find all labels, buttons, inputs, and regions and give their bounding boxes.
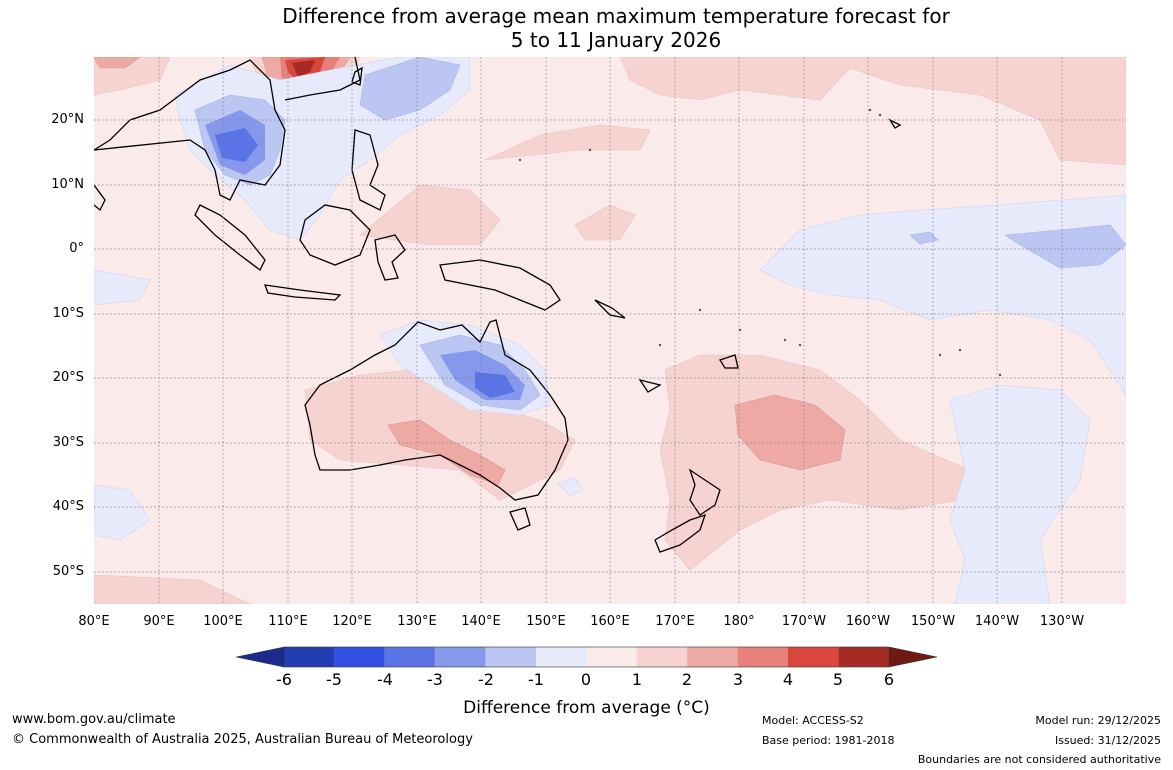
lon-label: 170°W — [781, 614, 827, 629]
colorbar-tick: 3 — [732, 670, 744, 689]
model-name: Model: ACCESS-S2 — [762, 714, 864, 727]
colorbar-arrow-low — [235, 646, 285, 668]
title-line-1: Difference from average mean maximum tem… — [282, 4, 950, 28]
colorbar-tick: 5 — [832, 670, 844, 689]
lon-label: 130°W — [1039, 614, 1085, 629]
colorbar-bin — [687, 647, 738, 667]
colorbar-bin — [536, 647, 587, 667]
colorbar-tick: -6 — [276, 670, 292, 689]
colorbar-bin — [838, 647, 889, 667]
colorbar-tick: -4 — [377, 670, 393, 689]
colorbar-bin — [636, 647, 688, 667]
colorbar-tick: 6 — [883, 670, 895, 689]
colorbar-bin — [485, 647, 536, 667]
lon-label: 180° — [723, 614, 755, 629]
colorbar-bin — [788, 647, 839, 667]
colorbar-bin — [435, 647, 486, 667]
lon-label: 150°W — [910, 614, 956, 629]
colorbar-tick: -2 — [478, 670, 494, 689]
lon-label: 170°E — [655, 614, 695, 629]
lon-label: 100°E — [203, 614, 243, 629]
lat-label: 0° — [69, 241, 84, 256]
lon-label: 90°E — [143, 614, 175, 629]
colorbar-bin — [737, 647, 788, 667]
copyright-notice: © Commonwealth of Australia 2025, Austra… — [12, 732, 473, 747]
lon-label: 160°E — [590, 614, 630, 629]
lon-label: 150°E — [526, 614, 566, 629]
lat-label: 50°S — [52, 564, 84, 579]
colorbar-tick: 0 — [580, 670, 592, 689]
colorbar-bin — [586, 647, 637, 667]
colorbar-title: Difference from average (°C) — [463, 698, 710, 718]
model-run-date: Model run: 29/12/2025 — [1035, 714, 1161, 727]
lon-label: 130°E — [397, 614, 437, 629]
colorbar-tick: 1 — [631, 670, 643, 689]
colorbar-bin — [284, 647, 335, 667]
lon-label: 120°E — [332, 614, 372, 629]
lat-label: 20°N — [51, 112, 84, 127]
colorbar-tick: -3 — [427, 670, 443, 689]
lat-label: 10°S — [52, 306, 84, 321]
title-line-2: 5 to 11 January 2026 — [510, 28, 722, 52]
website-link[interactable]: www.bom.gov.au/climate — [12, 712, 176, 727]
colorbar — [235, 646, 938, 668]
colorbar-bin — [334, 647, 385, 667]
anomaly-field — [94, 57, 1126, 604]
issued-date: Issued: 31/12/2025 — [1054, 734, 1161, 747]
base-period: Base period: 1981-2018 — [762, 734, 895, 747]
map-title: Difference from average mean maximum tem… — [0, 4, 1173, 52]
colorbar-tick: 4 — [782, 670, 794, 689]
lon-label: 140°E — [461, 614, 501, 629]
colorbar-tick: -1 — [528, 670, 544, 689]
island-dots — [518, 108, 1002, 377]
lon-label: 160°W — [845, 614, 891, 629]
lat-label: 30°S — [52, 435, 84, 450]
lat-label: 10°N — [51, 177, 84, 192]
lat-label: 20°S — [52, 370, 84, 385]
colorbar-tick: -5 — [326, 670, 342, 689]
colorbar-arrow-high — [888, 646, 938, 668]
lon-label: 140°W — [974, 614, 1020, 629]
lon-label: 80°E — [78, 614, 110, 629]
coastlines — [94, 57, 902, 553]
boundaries-disclaimer: Boundaries are not considered authoritat… — [917, 753, 1161, 766]
graticule — [94, 57, 1126, 604]
lat-label: 40°S — [52, 499, 84, 514]
colorbar-bin — [384, 647, 436, 667]
colorbar-tick: 2 — [681, 670, 693, 689]
lon-label: 110°E — [268, 614, 308, 629]
